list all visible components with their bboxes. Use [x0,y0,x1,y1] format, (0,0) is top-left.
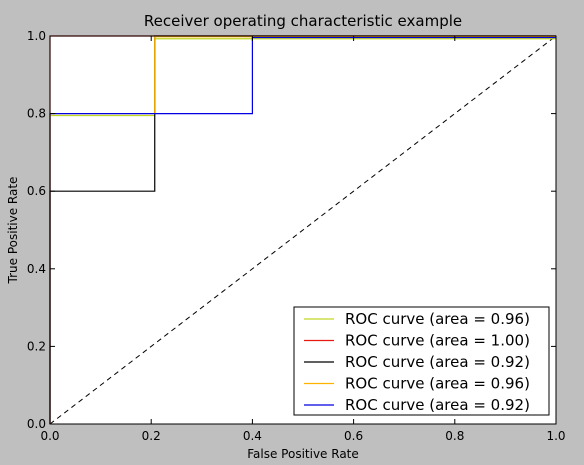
x-tick-label: 0.4 [243,429,262,443]
legend-label-3: ROC curve (area = 0.92) [345,353,530,371]
legend: ROC curve (area = 0.96) ROC curve (area =… [293,306,550,416]
y-tick-label: 0.4 [27,262,46,276]
legend-label-5: ROC curve (area = 0.92) [345,396,530,414]
x-tick-label: 0.8 [445,429,464,443]
y-tick-label: 0.8 [27,107,46,121]
x-tick-label: 0.2 [142,429,161,443]
legend-label-4: ROC curve (area = 0.96) [345,375,530,393]
y-axis-label: True Positive Rate [6,177,20,285]
plot-frame [49,35,557,425]
y-tick-label: 0.6 [27,184,46,198]
chance-diagonal-line [49,35,557,425]
x-axis-label: False Positive Rate [247,447,359,461]
x-tick-label: 0.6 [344,429,363,443]
y-tick-label: 1.0 [27,29,46,43]
legend-label-2: ROC curve (area = 1.00) [345,332,530,350]
legend-box [293,306,550,416]
y-tick-label: 0.2 [27,339,46,353]
legend-label-1: ROC curve (area = 0.96) [345,310,530,328]
x-tick-label: 1.0 [546,429,565,443]
x-tick-label: 0.0 [40,429,59,443]
y-tick-label: 0.0 [27,417,46,431]
chart-title: Receiver operating characteristic exampl… [144,12,462,30]
ticks-layer: 0.0 0.2 0.4 0.6 0.8 1.0 0.0 0.2 0.4 0.6 0.8 1.0 [27,29,566,443]
